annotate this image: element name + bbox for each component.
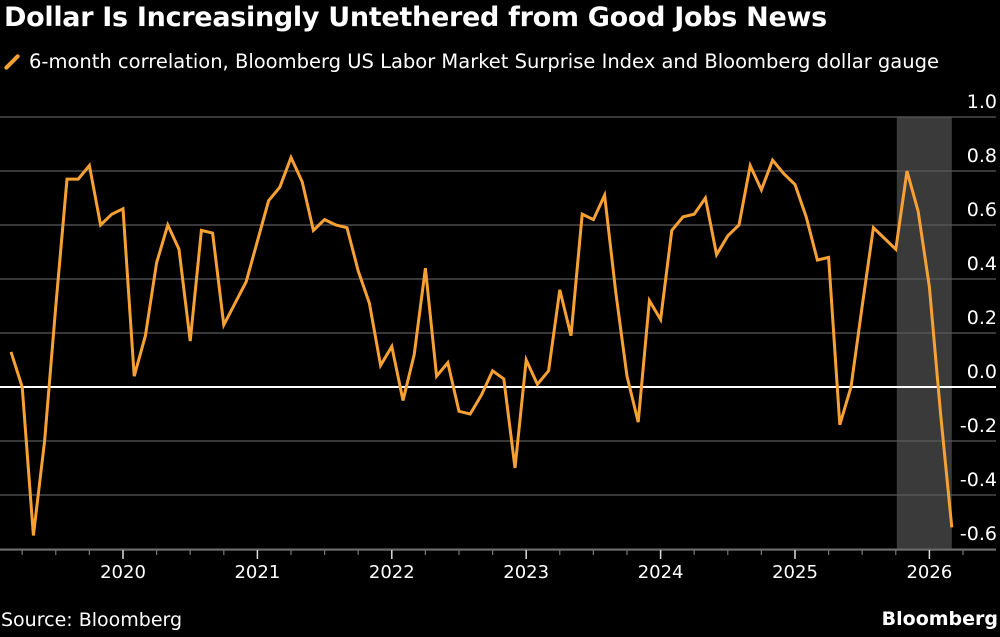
x-tick-label: 2023: [503, 562, 549, 583]
y-tick-label: 0.6: [967, 199, 997, 221]
y-tick-label: 0.8: [967, 145, 997, 167]
brand-logo: Bloomberg: [881, 608, 998, 630]
y-axis-labels: 1.0 0.8 0.6 0.4 0.2 0.0 -0.2 -0.4 -0.6: [960, 91, 997, 545]
x-tick-label: 2026: [906, 562, 952, 583]
series-line: [9, 153, 954, 536]
x-axis: 2020 2021 2022 2023 2024 2025 2026: [0, 549, 996, 583]
y-tick-label: 1.0: [967, 91, 997, 113]
y-tick-label: -0.6: [960, 523, 997, 545]
y-tick-label: 0.2: [967, 307, 997, 329]
series-layer: [9, 153, 954, 536]
y-tick-label: -0.2: [960, 415, 997, 437]
x-tick-label: 2020: [100, 562, 146, 583]
x-tick-label: 2022: [369, 562, 415, 583]
y-tick-label: 0.4: [967, 253, 997, 275]
x-tick-label: 2021: [234, 562, 280, 583]
gridlines: [0, 116, 996, 550]
x-tick-label: 2025: [772, 562, 818, 583]
legend-label: 6-month correlation, Bloomberg US Labor …: [29, 50, 939, 73]
chart-title: Dollar Is Increasingly Untethered from G…: [4, 2, 827, 33]
source-note: Source: Bloomberg: [1, 609, 183, 631]
y-tick-label: 0.0: [967, 361, 997, 383]
x-tick-label: 2024: [638, 562, 684, 583]
legend: 6-month correlation, Bloomberg US Labor …: [4, 50, 939, 73]
y-tick-label: -0.4: [960, 469, 997, 491]
